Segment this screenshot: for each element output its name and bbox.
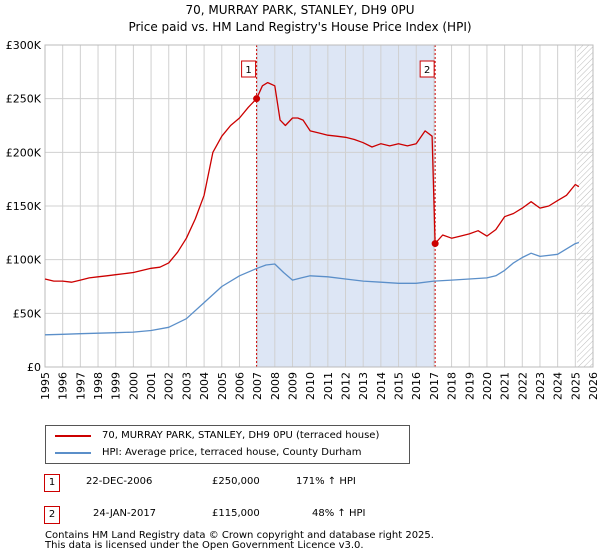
sale-price-2: £115,000 <box>212 508 260 519</box>
x-tick-label: 2019 <box>463 372 476 400</box>
x-tick-label: 2008 <box>269 372 282 400</box>
y-tick-label: £250K <box>6 93 42 106</box>
sale-price-1: £250,000 <box>212 476 260 487</box>
footer-line1: Contains HM Land Registry data © Crown c… <box>45 530 434 541</box>
sale-point-1 <box>253 95 261 103</box>
x-tick-label: 2009 <box>286 372 299 400</box>
x-tick-label: 2021 <box>499 372 512 400</box>
sale-badge-2: 2 <box>44 506 60 524</box>
y-tick-label: £300K <box>6 39 42 52</box>
legend-swatch-property <box>55 435 91 437</box>
y-tick-label: £100K <box>6 254 42 267</box>
sale-badge-1: 1 <box>44 474 60 492</box>
plot-frame <box>44 44 594 368</box>
x-tick-label: 1995 <box>39 372 52 400</box>
x-tick-label: 2010 <box>304 372 317 400</box>
x-tick-label: 2025 <box>569 372 582 400</box>
y-tick-label: £200K <box>6 146 42 159</box>
sale-date-1: 22-DEC-2006 <box>86 476 153 487</box>
sale-hpi-2: 48% ↑ HPI <box>312 508 366 519</box>
sale-row-1: 1 22-DEC-2006 £250,000 171% ↑ HPI <box>0 474 600 494</box>
footer: Contains HM Land Registry data © Crown c… <box>45 531 434 551</box>
sale-label-2: 2 <box>419 60 435 78</box>
x-tick-label: 2026 <box>587 372 600 400</box>
x-tick-label: 2005 <box>216 372 229 400</box>
x-tick-label: 2001 <box>145 372 158 400</box>
sale-hpi-1: 171% ↑ HPI <box>296 476 356 487</box>
x-tick-label: 2017 <box>428 372 441 400</box>
sale-label-1: 1 <box>241 60 257 78</box>
sale-label-box-2 <box>419 60 435 78</box>
x-tick-label: 2018 <box>446 372 459 400</box>
x-tick-label: 1999 <box>110 372 123 400</box>
x-tick-label: 2000 <box>127 372 140 400</box>
x-tick-label: 2003 <box>180 372 193 400</box>
footer-line2: This data is licensed under the Open Gov… <box>45 540 364 551</box>
x-tick-label: 2016 <box>410 372 423 400</box>
x-tick-label: 2013 <box>357 372 370 400</box>
sale-label-text-2: 2 <box>424 65 430 76</box>
x-tick-label: 2022 <box>516 372 529 400</box>
price-chart: 1 2 £0 £50K £100K £150K £200K £250K £300K 1995 199… <box>6 39 600 400</box>
x-tick-label: 2020 <box>481 372 494 400</box>
sale-label-text-1: 1 <box>245 65 251 76</box>
x-tick-label: 1996 <box>57 372 70 400</box>
x-tick-label: 2014 <box>375 372 388 400</box>
x-tick-label: 2015 <box>393 372 406 400</box>
x-tick-label: 2007 <box>251 372 264 400</box>
x-tick-label: 2023 <box>534 372 547 400</box>
y-tick-label: £150K <box>6 200 42 213</box>
y-tick-label: £50K <box>13 307 42 320</box>
legend-item-hpi: HPI: Average price, terraced house, Coun… <box>46 445 409 461</box>
x-tick-label: 2006 <box>233 372 246 400</box>
sale-date-2: 24-JAN-2017 <box>93 508 157 519</box>
sale-row-2: 2 24-JAN-2017 £115,000 48% ↑ HPI <box>0 506 600 526</box>
series-line-hpi <box>44 241 580 336</box>
x-tick-label: 2012 <box>340 372 353 400</box>
legend-label-property: 70, MURRAY PARK, STANLEY, DH9 0PU (terra… <box>102 430 380 441</box>
legend-label-hpi: HPI: Average price, terraced house, Coun… <box>102 447 362 458</box>
series-line-property <box>44 81 580 283</box>
sale-label-box-1 <box>241 60 257 78</box>
x-tick-label: 1997 <box>74 372 87 400</box>
x-tick-label: 1998 <box>92 372 105 400</box>
x-tick-label: 2002 <box>163 372 176 400</box>
y-tick-label: £0 <box>27 361 41 374</box>
legend: 70, MURRAY PARK, STANLEY, DH9 0PU (terra… <box>45 425 410 464</box>
x-tick-label: 2024 <box>552 372 565 400</box>
x-tick-label: 2011 <box>322 372 335 400</box>
chart-title-line2: Price paid vs. HM Land Registry's House … <box>128 20 472 34</box>
chart-title: 70, MURRAY PARK, STANLEY, DH9 0PU Price … <box>0 2 600 36</box>
sale-point-2 <box>431 240 439 248</box>
x-tick-label: 2004 <box>198 372 211 400</box>
legend-swatch-hpi <box>55 452 91 454</box>
chart-title-line1: 70, MURRAY PARK, STANLEY, DH9 0PU <box>185 3 415 17</box>
legend-item-property: 70, MURRAY PARK, STANLEY, DH9 0PU (terra… <box>46 428 409 444</box>
